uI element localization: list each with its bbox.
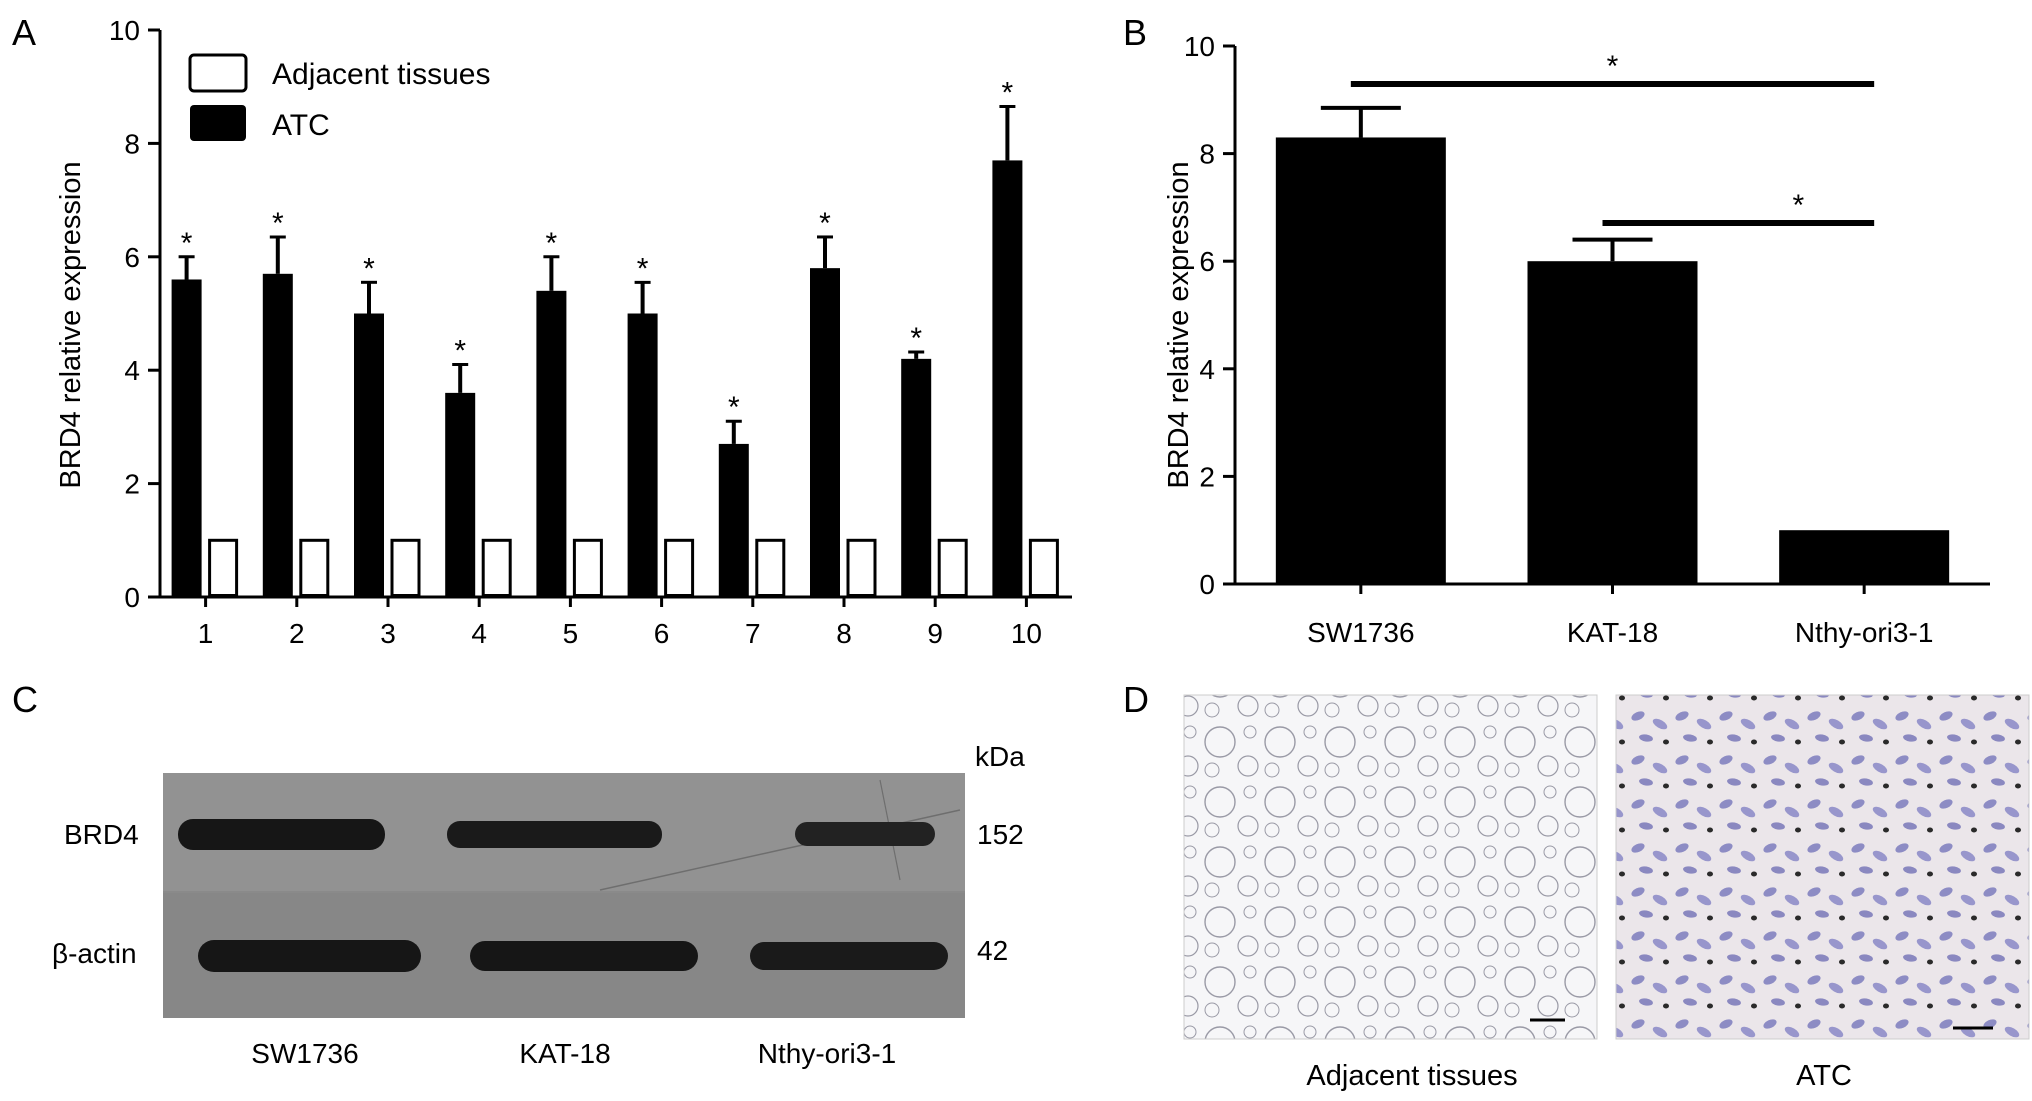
x-tick-label: 6	[654, 618, 670, 649]
significance-marker: *	[1607, 50, 1619, 83]
y-tick-label: 2	[1199, 461, 1215, 492]
bar	[1527, 261, 1698, 584]
legend-swatch-adjacent	[188, 53, 248, 93]
blot-band-actin-nthy	[750, 942, 948, 970]
y-tick-label: 10	[1184, 31, 1215, 62]
legend-label-adjacent: Adjacent tissues	[272, 58, 490, 91]
bar-adjacent	[1028, 538, 1059, 597]
x-tick-label: Nthy-ori3-1	[1795, 617, 1933, 648]
significance-marker: *	[181, 227, 193, 260]
significance-marker: *	[454, 335, 466, 368]
significance-marker: *	[819, 207, 831, 240]
significance-marker: *	[728, 391, 740, 424]
blot-band-actin-sw1736	[198, 940, 421, 972]
bar-atc	[992, 160, 1023, 597]
bar-adjacent	[572, 538, 603, 597]
y-tick-label: 8	[124, 128, 140, 159]
x-tick-label: 5	[563, 618, 579, 649]
y-tick-label: 8	[1199, 139, 1215, 170]
y-tick-label: 4	[124, 355, 140, 386]
bar-atc	[354, 313, 384, 597]
legend-label-atc: ATC	[272, 109, 330, 142]
x-tick-label: 2	[289, 618, 305, 649]
bar-adjacent	[390, 538, 421, 597]
bar-atc	[718, 443, 749, 597]
y-tick-label: 6	[1199, 246, 1215, 277]
significance-marker: *	[363, 252, 375, 285]
x-tick-label: 7	[745, 618, 761, 649]
blot-lane-label-kat18: KAT-18	[519, 1038, 610, 1069]
blot-band-brd4-kat18	[447, 821, 662, 848]
bar-atc	[627, 313, 658, 597]
blot-lane-label-sw1736: SW1736	[251, 1038, 358, 1069]
blot-marker-42: 42	[977, 935, 1008, 966]
bar-atc	[445, 392, 476, 597]
blot-marker-152: 152	[977, 819, 1024, 850]
bar-atc	[262, 273, 293, 597]
panel-b-letter: B	[1123, 12, 1147, 53]
x-tick-label: SW1736	[1307, 617, 1414, 648]
panel-c: C kDa BRD4 β-actin 152 42 SW1736 KAT-18 …	[12, 679, 1025, 1069]
panel-a-letter: A	[12, 12, 36, 53]
y-tick-label: 10	[109, 15, 140, 46]
panel-b-chart: 0 2 4 6 8 10 BRD4 relative expression SW1736 KAT…	[1163, 31, 1990, 648]
legend-swatch-atc	[190, 105, 246, 141]
y-axis-title: BRD4 relative expression	[1163, 161, 1195, 488]
panel-c-letter: C	[12, 679, 38, 720]
y-tick-label: 0	[1199, 569, 1215, 600]
significance-marker: *	[1792, 189, 1804, 222]
bar-adjacent	[208, 538, 239, 597]
bar-adjacent	[846, 538, 877, 597]
blot-row-label-brd4: BRD4	[64, 819, 139, 850]
y-tick-label: 4	[1199, 354, 1215, 385]
significance-marker: *	[272, 207, 284, 240]
panel-a: A 0 2 4 6 8 10 BRD4 relative expression * 1 * 2 * 3 *…	[12, 12, 1072, 649]
x-tick-label: 4	[471, 618, 487, 649]
bar-adjacent	[664, 538, 695, 597]
histology-image-atc	[1615, 694, 2030, 1040]
bar	[1779, 530, 1950, 584]
significance-marker: *	[1002, 77, 1014, 110]
panel-d: D Adjacent tissues ATC	[1123, 679, 2030, 1092]
x-tick-label: 9	[927, 618, 943, 649]
bar	[1275, 137, 1446, 584]
panel-d-letter: D	[1123, 679, 1149, 720]
x-tick-label: 10	[1011, 618, 1042, 649]
blot-band-actin-kat18	[470, 941, 698, 971]
bar-adjacent	[937, 538, 968, 597]
bar-atc	[536, 290, 567, 597]
bar-atc	[171, 279, 202, 597]
blot-band-brd4-sw1736	[178, 819, 385, 850]
y-tick-label: 2	[124, 469, 140, 500]
bar-adjacent	[481, 538, 512, 597]
bar-adjacent	[755, 538, 786, 597]
histology-label-adjacent: Adjacent tissues	[1306, 1060, 1517, 1092]
blot-lane-label-nthy: Nthy-ori3-1	[758, 1038, 896, 1069]
panel-b: B 0 2 4 6 8 10 BRD4 relative expression SW1736 K…	[1123, 12, 1990, 648]
y-tick-label: 0	[124, 582, 140, 613]
blot-row-label-actin: β-actin	[52, 938, 137, 969]
x-tick-label: KAT-18	[1567, 617, 1658, 648]
x-tick-label: 3	[380, 618, 396, 649]
significance-marker: *	[637, 252, 649, 285]
significance-marker: *	[910, 322, 922, 355]
panel-a-chart: 0 2 4 6 8 10 BRD4 relative expression * 1 * 2 * 3 * 4 *…	[55, 15, 1072, 649]
bar-adjacent	[299, 538, 330, 597]
x-tick-label: 1	[198, 618, 214, 649]
y-axis-title: BRD4 relative expression	[55, 161, 87, 488]
x-tick-label: 8	[836, 618, 852, 649]
bar-atc	[901, 358, 932, 597]
bar-atc	[810, 268, 840, 597]
histology-label-atc: ATC	[1796, 1060, 1852, 1092]
y-tick-label: 6	[124, 242, 140, 273]
kda-label: kDa	[975, 741, 1025, 772]
significance-marker: *	[546, 227, 558, 260]
histology-image-adjacent	[1183, 694, 1598, 1040]
blot-band-brd4-nthy	[795, 822, 935, 846]
